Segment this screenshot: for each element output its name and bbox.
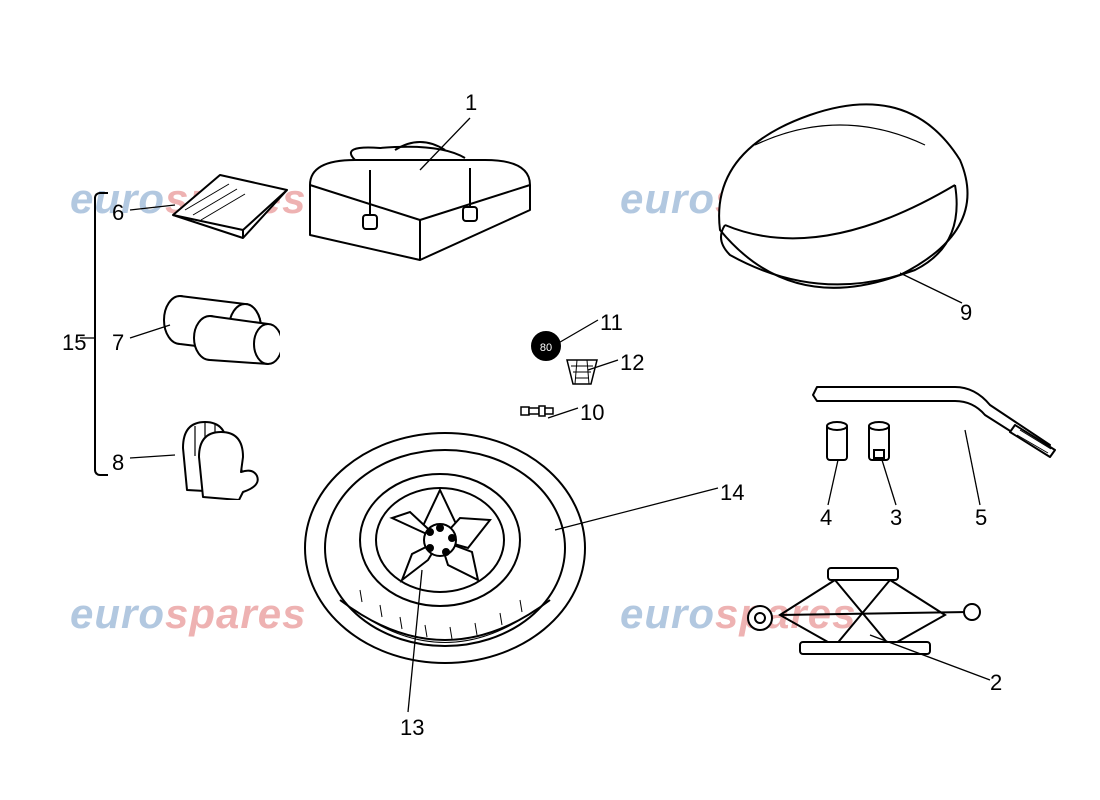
wheel-cover-icon xyxy=(700,90,980,300)
valve-icon xyxy=(520,402,554,420)
pocket-icon xyxy=(565,358,599,386)
callout-8: 8 xyxy=(112,450,124,476)
callout-9: 9 xyxy=(960,300,972,326)
callout-7: 7 xyxy=(112,330,124,356)
watermark: eurospares xyxy=(70,590,306,638)
rolls-icon xyxy=(150,290,280,370)
callout-4: 4 xyxy=(820,505,832,531)
group-brace xyxy=(94,192,108,476)
svg-text:80: 80 xyxy=(540,342,552,354)
callout-15: 15 xyxy=(62,330,86,356)
callout-10: 10 xyxy=(580,400,604,426)
callout-12: 12 xyxy=(620,350,644,376)
wrench-icon xyxy=(805,365,1065,460)
callout-11: 11 xyxy=(600,310,623,336)
callout-3: 3 xyxy=(890,505,902,531)
gloves-icon xyxy=(165,410,260,500)
callout-1: 1 xyxy=(465,90,477,116)
callout-6: 6 xyxy=(112,200,124,226)
callout-5: 5 xyxy=(975,505,987,531)
spare-wheel-icon xyxy=(300,420,590,680)
tool-bag-icon xyxy=(300,140,540,270)
jack-icon xyxy=(740,560,1000,660)
speed-badge-icon: 80 xyxy=(530,330,562,362)
callout-2: 2 xyxy=(990,670,1002,696)
callout-14: 14 xyxy=(720,480,744,506)
cloth-icon xyxy=(165,160,295,250)
callout-13: 13 xyxy=(400,715,424,741)
